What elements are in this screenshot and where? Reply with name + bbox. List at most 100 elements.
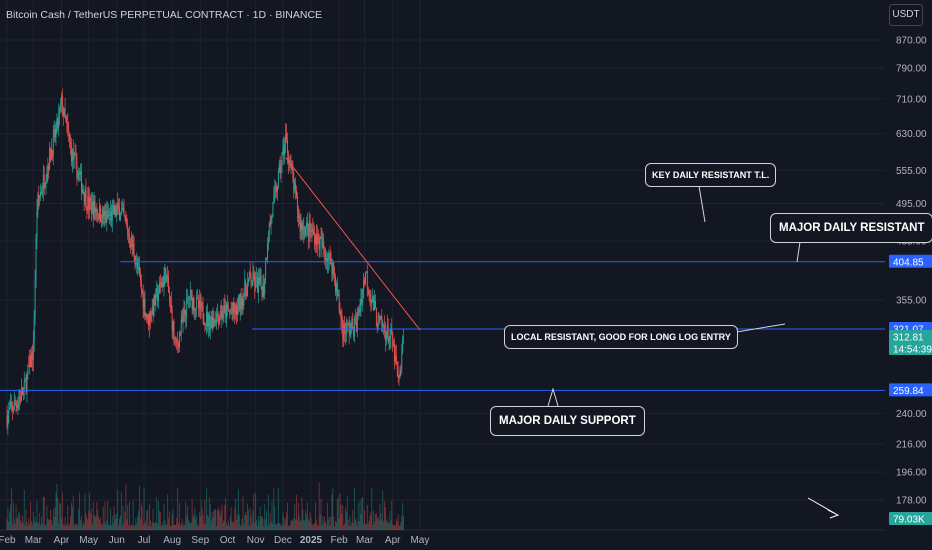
volume-bar xyxy=(103,522,105,530)
candle-body xyxy=(377,314,379,329)
volume-bar xyxy=(84,493,86,530)
candle-body xyxy=(173,320,175,339)
currency-button[interactable]: USDT xyxy=(889,4,923,26)
volume-bar xyxy=(46,505,48,530)
volume-bar xyxy=(99,519,101,530)
candle-body xyxy=(157,288,159,302)
volume-bar xyxy=(104,500,106,530)
candle-body xyxy=(35,237,37,280)
candle-body xyxy=(14,400,16,404)
candle-body xyxy=(376,325,378,329)
candle-body xyxy=(351,318,353,325)
candle-body xyxy=(232,303,234,313)
candle-body xyxy=(303,226,305,236)
volume-bar xyxy=(61,518,62,530)
volume-bar xyxy=(283,516,285,530)
volume-bar xyxy=(163,503,165,530)
candle-body xyxy=(158,293,160,302)
volume-bar xyxy=(375,513,377,530)
volume-bar xyxy=(136,523,138,530)
candle-body xyxy=(194,310,196,311)
candle-body xyxy=(10,401,12,408)
volume-bar xyxy=(119,515,121,530)
candle-body xyxy=(356,314,358,332)
volume-bar xyxy=(253,493,255,530)
candle-body xyxy=(96,210,98,217)
volume-bar xyxy=(223,519,225,530)
candle-body xyxy=(383,325,385,326)
volume-bar xyxy=(25,509,27,530)
volume-bar xyxy=(325,522,326,530)
candle-body xyxy=(250,277,252,286)
candle-body xyxy=(281,152,283,167)
candle-body xyxy=(311,228,313,232)
volume-bar xyxy=(233,522,235,530)
volume-bar xyxy=(109,524,110,530)
volume-bar xyxy=(237,488,239,530)
candle-body xyxy=(78,172,80,174)
volume-bar xyxy=(256,519,258,530)
volume-bar xyxy=(71,507,73,530)
volume-bar xyxy=(97,509,99,530)
candle-body xyxy=(195,308,197,311)
candle-body xyxy=(73,153,75,160)
candle-body xyxy=(155,289,157,306)
volume-bar xyxy=(231,520,233,530)
candle-body xyxy=(362,289,364,303)
volume-bar xyxy=(147,509,149,530)
volume-bar xyxy=(397,514,399,530)
candle-body xyxy=(6,415,8,427)
candle-body xyxy=(122,208,124,210)
volume-bar xyxy=(135,518,137,530)
volume-bar xyxy=(42,496,44,530)
volume-bar xyxy=(303,519,305,530)
candle-body xyxy=(99,205,101,220)
y-tick-label: 196.00 xyxy=(896,468,927,479)
candle-body xyxy=(33,318,35,342)
y-tick-label: 495.00 xyxy=(896,199,927,210)
volume-bar xyxy=(214,509,216,530)
volume-bar xyxy=(160,525,162,530)
candle-body xyxy=(343,323,345,341)
volume-bar xyxy=(176,517,178,530)
volume-bar xyxy=(269,513,271,530)
volume-bar xyxy=(159,512,161,530)
candle-body xyxy=(25,380,27,393)
volume-bar xyxy=(63,525,65,530)
candle-body xyxy=(198,299,200,309)
candle-body xyxy=(36,210,38,238)
volume-bar xyxy=(391,500,393,530)
candle-body xyxy=(396,362,398,370)
candle-body xyxy=(168,277,169,293)
candle-body xyxy=(360,298,362,309)
candle-body xyxy=(337,294,339,296)
volume-bar xyxy=(239,524,241,530)
volume-bar xyxy=(183,523,185,530)
candle-body xyxy=(241,298,243,309)
candle-body xyxy=(146,313,148,319)
volume-bar xyxy=(208,516,209,530)
candle-body xyxy=(242,298,244,306)
candle-body xyxy=(213,317,215,323)
volume-bar xyxy=(280,525,282,530)
candle-body xyxy=(301,222,303,230)
candle-body xyxy=(229,311,231,313)
volume-bar xyxy=(113,506,115,530)
candle-body xyxy=(261,286,263,297)
candle-body xyxy=(367,287,369,290)
candle-body xyxy=(116,208,118,216)
volume-bar xyxy=(118,525,120,530)
candle-body xyxy=(274,188,276,195)
volume-bar xyxy=(338,518,340,530)
volume-bar xyxy=(178,502,180,530)
volume-bar xyxy=(272,524,274,530)
volume-bar xyxy=(390,520,392,530)
volume-bar xyxy=(35,522,37,530)
candle-body xyxy=(332,261,334,275)
volume-bar xyxy=(139,486,140,530)
candle-body xyxy=(366,271,368,288)
volume-bar xyxy=(374,521,375,530)
volume-bar xyxy=(354,488,356,530)
candle-body xyxy=(102,208,104,218)
